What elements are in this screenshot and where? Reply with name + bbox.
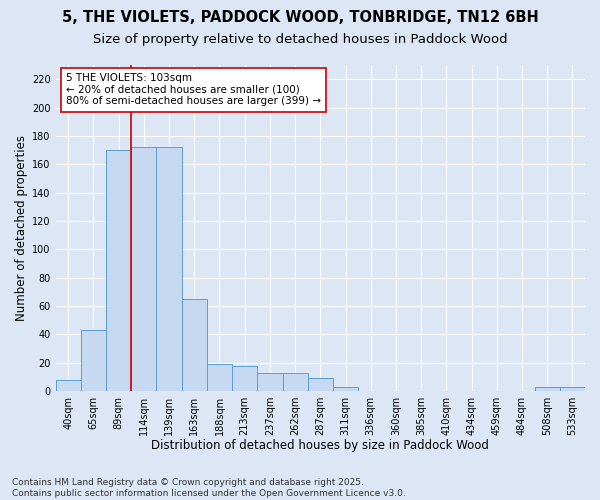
Bar [333,387,358,391]
Bar [131,147,157,391]
Text: 5, THE VIOLETS, PADDOCK WOOD, TONBRIDGE, TN12 6BH: 5, THE VIOLETS, PADDOCK WOOD, TONBRIDGE,… [62,10,538,25]
Bar [257,372,283,391]
Text: Contains HM Land Registry data © Crown copyright and database right 2025.
Contai: Contains HM Land Registry data © Crown c… [12,478,406,498]
X-axis label: Distribution of detached houses by size in Paddock Wood: Distribution of detached houses by size … [151,440,489,452]
Bar [283,372,308,391]
Bar [560,387,585,391]
Bar [535,387,560,391]
Bar [56,380,81,391]
Bar [81,330,106,391]
Bar [106,150,131,391]
Text: 5 THE VIOLETS: 103sqm
← 20% of detached houses are smaller (100)
80% of semi-det: 5 THE VIOLETS: 103sqm ← 20% of detached … [66,73,321,106]
Bar [157,147,182,391]
Text: Size of property relative to detached houses in Paddock Wood: Size of property relative to detached ho… [92,32,508,46]
Bar [232,366,257,391]
Bar [182,299,207,391]
Bar [308,378,333,391]
Bar [207,364,232,391]
Y-axis label: Number of detached properties: Number of detached properties [15,135,28,321]
